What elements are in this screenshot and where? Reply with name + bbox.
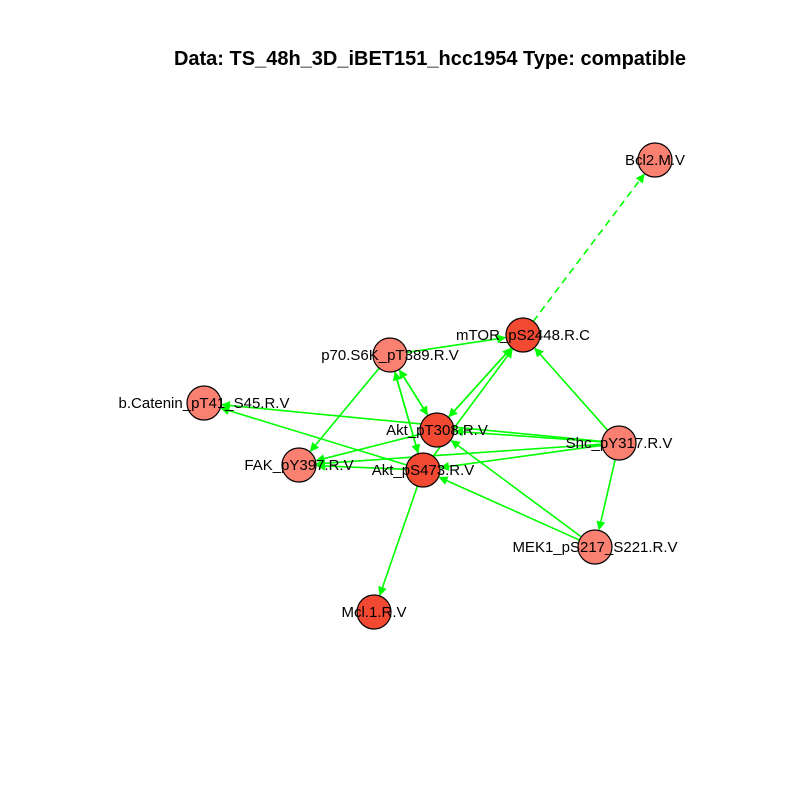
edge-Shc-to-AktT: [454, 427, 603, 443]
edge-AktS-to-Mcl1: [378, 485, 419, 596]
node-label-bCat: b.Catenin_pT41_S45.R.V: [119, 395, 290, 412]
edge-MEK1-to-AktT: [450, 440, 582, 538]
node-Bcl2: [637, 142, 673, 178]
node-label-Mcl1: Mcl.1.R.V: [341, 604, 406, 621]
edge-mTOR-to-AktT: [448, 347, 513, 418]
node-MEK1: [577, 529, 613, 565]
edge-Shc-to-bCat: [221, 401, 603, 443]
node-label-p70: p70.S6K_pT389.R.V: [321, 347, 459, 364]
edge-Shc-to-MEK1: [596, 459, 616, 531]
edge-MEK1-to-AktS: [438, 476, 580, 541]
node-label-Bcl2: Bcl2.M.V: [625, 152, 685, 169]
edge-AktT-to-p70: [398, 369, 429, 417]
labels-layer: Bcl2.M.V mTOR_pS2448.R.C p70.S6K_pT389.R.V…: [119, 152, 685, 621]
node-label-MEK1: MEK1_pS217_S221.R.V: [512, 539, 677, 556]
node-label-FAK: FAK_pY397.R.V: [244, 457, 353, 474]
edge-AktS-to-FAK: [316, 461, 407, 471]
diagram-title: Data: TS_48h_3D_iBET151_hcc1954 Type: co…: [173, 48, 687, 70]
node-bCat: [186, 385, 222, 421]
node-AktS: [405, 452, 441, 488]
node-mTOR: [505, 317, 541, 353]
node-AktT: [419, 412, 455, 448]
edge-AktS-to-p70: [392, 371, 420, 454]
node-p70: [372, 337, 408, 373]
edge-Shc-to-AktS: [439, 444, 603, 471]
edge-AktS-to-bCat: [220, 406, 407, 466]
edge-p70-to-FAK: [309, 367, 380, 452]
edge-p70-to-mTOR: [406, 334, 507, 354]
edge-Shc-to-FAK: [316, 443, 603, 468]
node-label-AktS: Akt_pS473.R.V: [372, 462, 475, 479]
edge-Shc-to-mTOR: [534, 347, 609, 431]
nodes-layer: [186, 142, 673, 630]
node-label-Shc: Shc_pY317.R.V: [566, 435, 673, 452]
node-Shc: [601, 425, 637, 461]
node-FAK: [281, 447, 317, 483]
node-label-mTOR: mTOR_pS2448.R.C: [456, 327, 590, 344]
node-Mcl1: [356, 594, 392, 630]
edge-AktT-to-FAK: [315, 433, 421, 463]
edge-mTOR-to-Bcl2: [532, 173, 645, 322]
edges-layer: [220, 173, 645, 596]
node-label-AktT: Akt_pT308.R.V: [386, 422, 488, 439]
